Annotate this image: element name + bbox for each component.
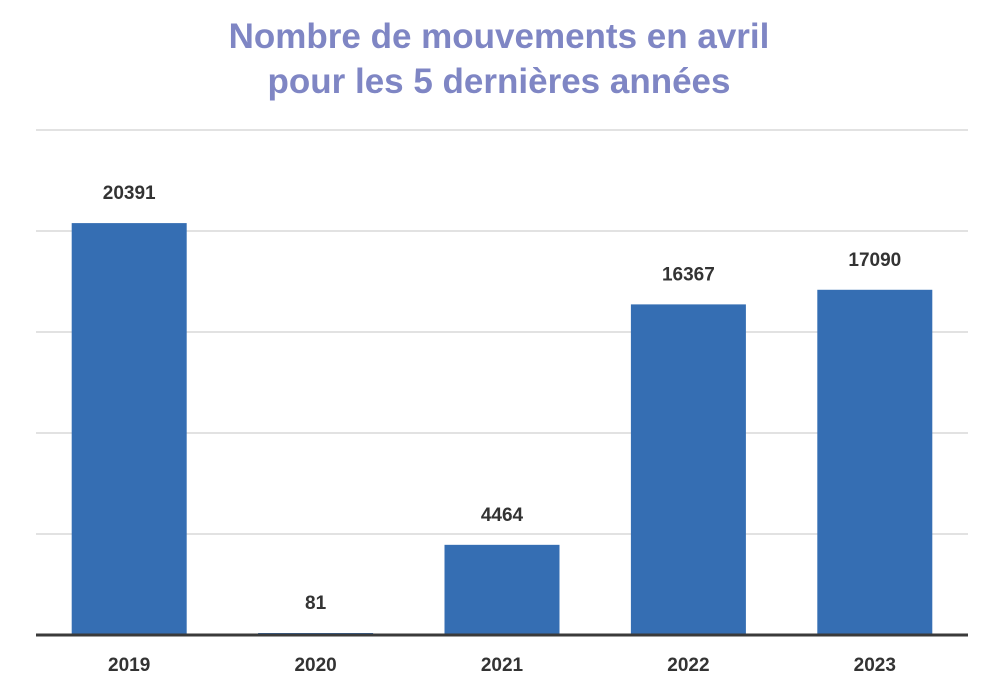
gridlines bbox=[36, 129, 968, 535]
chart-title-line-1: Nombre de mouvements en avril bbox=[228, 17, 770, 56]
bar-2019 bbox=[71, 223, 187, 635]
x-tick-labels: 2019 2020 2021 2022 2023 bbox=[108, 655, 896, 676]
x-tick-label-2021: 2021 bbox=[481, 655, 524, 676]
x-tick-label-2023: 2023 bbox=[854, 655, 896, 676]
bar-2023 bbox=[817, 289, 933, 635]
value-label-2020: 81 bbox=[305, 593, 327, 614]
x-tick-label-2019: 2019 bbox=[108, 655, 150, 676]
value-label-2021: 4464 bbox=[481, 505, 524, 526]
value-label-2022: 16367 bbox=[662, 264, 715, 285]
value-label-2019: 20391 bbox=[103, 183, 156, 204]
x-tick-label-2020: 2020 bbox=[294, 655, 336, 676]
chart-title-line-2: pour les 5 dernières années bbox=[267, 62, 731, 101]
x-tick-label-2022: 2022 bbox=[667, 655, 709, 676]
value-labels: 20391 81 4464 16367 17090 bbox=[103, 183, 901, 614]
chart-title: Nombre de mouvements en avril pour les 5… bbox=[0, 14, 998, 104]
bars bbox=[71, 223, 933, 635]
value-label-2023: 17090 bbox=[848, 250, 901, 271]
bar-2021 bbox=[444, 544, 560, 635]
bar-2022 bbox=[630, 304, 746, 635]
